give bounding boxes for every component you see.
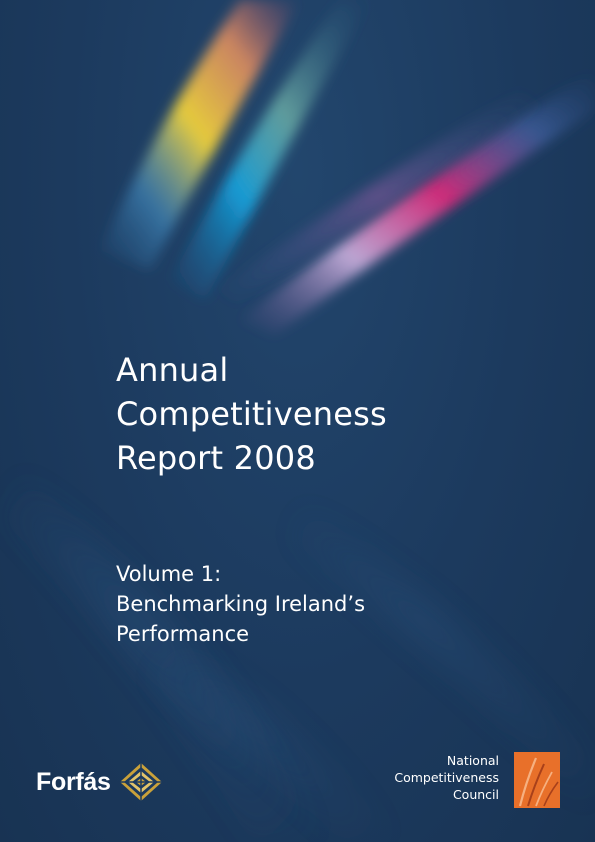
report-title-line: Competitiveness (116, 395, 387, 433)
ncc-name: National Competitiveness Council (394, 752, 499, 803)
report-title-line: Report 2008 (116, 439, 316, 477)
report-subtitle-line: Benchmarking Ireland’s (116, 592, 366, 616)
diamond-logo-icon (119, 763, 162, 801)
forfas-wordmark: Forfás (36, 767, 111, 796)
report-subtitle-line: Volume 1: (116, 562, 222, 586)
ncc-name-line: Council (452, 787, 499, 802)
report-title: Annual Competitiveness Report 2008 (116, 348, 387, 480)
ncc-logo-icon (514, 752, 560, 808)
report-title-line: Annual (116, 351, 229, 389)
forfas-logo: Forfás (36, 762, 163, 802)
ncc-name-line: National (446, 753, 499, 768)
report-subtitle: Volume 1: Benchmarking Ireland’s Perform… (116, 559, 365, 649)
ncc-name-line: Competitiveness (394, 770, 499, 785)
report-subtitle-line: Performance (116, 622, 250, 646)
